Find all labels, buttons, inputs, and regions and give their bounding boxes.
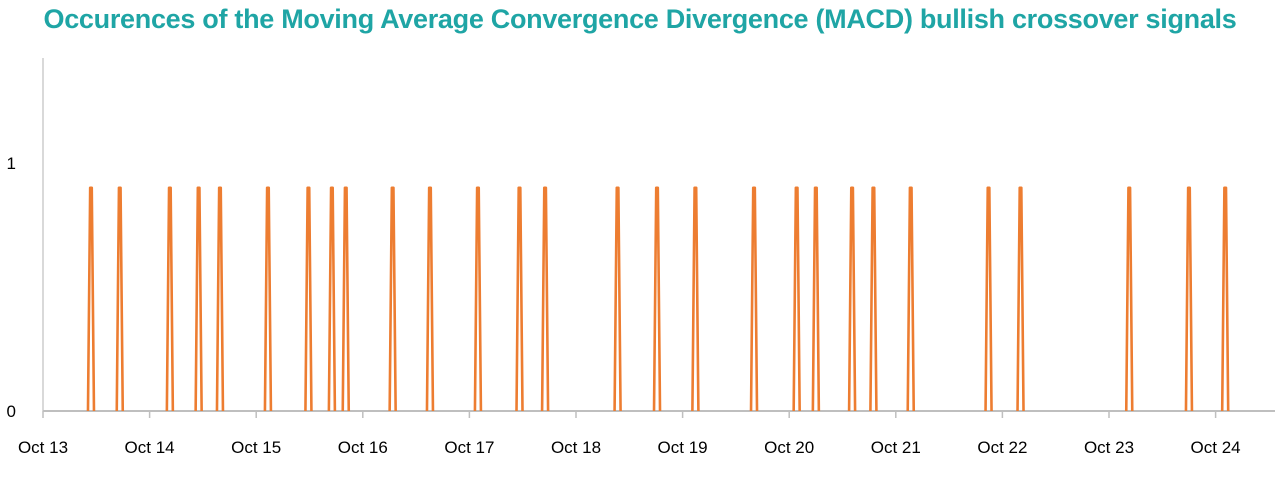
signal-spike bbox=[652, 186, 662, 412]
signal-spike bbox=[1220, 186, 1230, 412]
signal-spike bbox=[540, 186, 550, 412]
x-tick-label: Oct 20 bbox=[764, 438, 814, 457]
signal-spike bbox=[1016, 186, 1025, 412]
x-tick-label: Oct 22 bbox=[977, 438, 1027, 457]
signal-spike bbox=[425, 186, 435, 412]
x-tick-label: Oct 21 bbox=[871, 438, 921, 457]
signal-spike bbox=[984, 186, 993, 412]
signal-spike bbox=[341, 186, 351, 412]
signal-spike bbox=[869, 186, 878, 412]
signal-spike bbox=[388, 186, 397, 412]
signal-spike bbox=[473, 186, 483, 412]
signal-spike bbox=[327, 186, 337, 412]
signal-spike bbox=[215, 186, 225, 412]
signal-spike bbox=[847, 186, 857, 412]
x-tick-label: Oct 19 bbox=[658, 438, 708, 457]
signal-spike bbox=[691, 186, 700, 412]
signal-spike bbox=[86, 186, 96, 412]
y-tick-label: 1 bbox=[7, 154, 16, 173]
x-tick-label: Oct 18 bbox=[551, 438, 601, 457]
signal-spike bbox=[515, 186, 524, 412]
chart-tick-labels: Oct 13 Oct 14 Oct 15 Oct 16 Oct 17 Oct 18 Oct … bbox=[7, 154, 1241, 457]
x-tick-label: Oct 15 bbox=[231, 438, 281, 457]
signal-spike bbox=[115, 186, 125, 412]
signal-spike bbox=[194, 186, 203, 412]
signal-spike bbox=[1184, 186, 1194, 412]
signal-spike bbox=[749, 186, 759, 412]
signal-spike bbox=[811, 186, 821, 412]
x-tick-label: Oct 17 bbox=[444, 438, 494, 457]
signal-spike bbox=[792, 186, 801, 412]
y-tick-label: 0 bbox=[7, 402, 16, 421]
x-tick-label: Oct 14 bbox=[125, 438, 175, 457]
chart-title: Occurences of the Moving Average Converg… bbox=[43, 4, 1237, 34]
signal-spike bbox=[165, 186, 175, 412]
x-tick-label: Oct 13 bbox=[18, 438, 68, 457]
x-tick-label: Oct 16 bbox=[338, 438, 388, 457]
signal-spike bbox=[304, 186, 313, 412]
signal-spike bbox=[906, 186, 916, 412]
x-tick-label: Oct 24 bbox=[1191, 438, 1241, 457]
signal-spike bbox=[263, 186, 273, 412]
chart-series bbox=[86, 186, 1230, 412]
signal-spike bbox=[613, 186, 622, 412]
signal-spike bbox=[1124, 186, 1134, 412]
x-tick-label: Oct 23 bbox=[1084, 438, 1134, 457]
